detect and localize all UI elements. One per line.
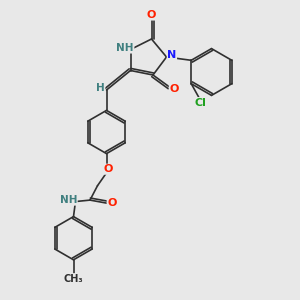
Text: O: O	[169, 83, 179, 94]
Text: Cl: Cl	[194, 98, 206, 108]
Text: CH₃: CH₃	[64, 274, 83, 284]
Text: O: O	[107, 198, 117, 208]
Text: NH: NH	[60, 195, 77, 205]
Text: O: O	[147, 10, 156, 20]
Text: NH: NH	[116, 43, 134, 53]
Text: H: H	[96, 82, 105, 93]
Text: N: N	[167, 50, 176, 60]
Text: O: O	[103, 164, 113, 174]
